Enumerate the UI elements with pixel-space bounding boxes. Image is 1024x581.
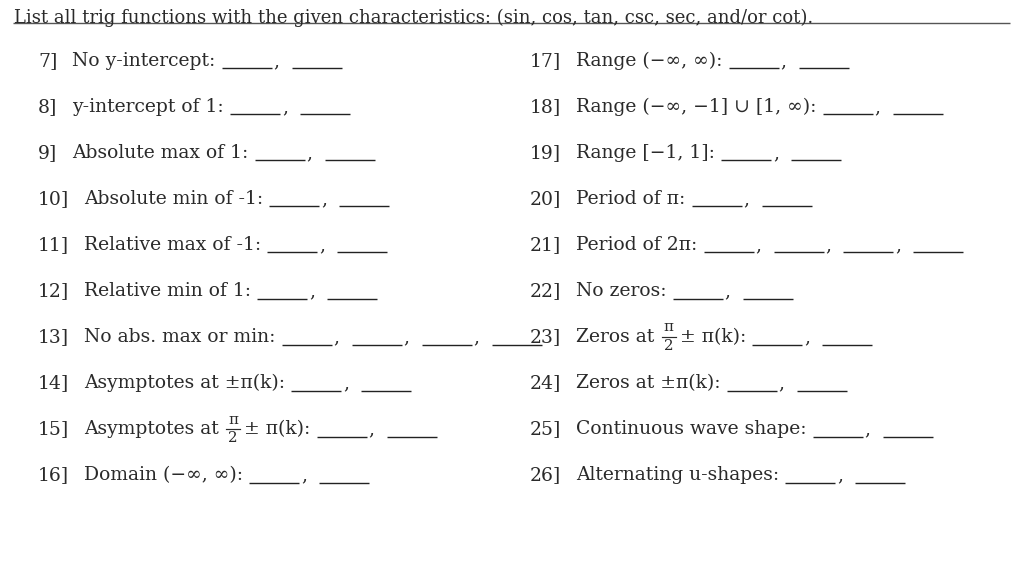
Text: ,: , xyxy=(403,328,410,346)
Text: ,: , xyxy=(780,52,786,70)
Text: Absolute min of -1:: Absolute min of -1: xyxy=(84,190,263,208)
Text: ,: , xyxy=(825,236,831,254)
Text: Absolute max of 1:: Absolute max of 1: xyxy=(73,144,249,162)
Text: π: π xyxy=(664,321,674,335)
Text: ,: , xyxy=(895,236,901,254)
Text: ± π(k):: ± π(k): xyxy=(680,328,746,346)
Text: 13]: 13] xyxy=(38,328,70,346)
Text: 7]: 7] xyxy=(38,52,57,70)
Text: 8]: 8] xyxy=(38,98,57,116)
Text: ,: , xyxy=(333,328,339,346)
Text: 18]: 18] xyxy=(530,98,561,116)
Text: 16]: 16] xyxy=(38,466,70,484)
Text: 20]: 20] xyxy=(530,190,561,208)
Text: ± π(k):: ± π(k): xyxy=(245,420,310,438)
Text: ,: , xyxy=(778,374,784,392)
Text: Asymptotes at: Asymptotes at xyxy=(84,420,225,438)
Text: 14]: 14] xyxy=(38,374,70,392)
Text: List all trig functions with the given characteristics: (sin, cos, tan, csc, sec: List all trig functions with the given c… xyxy=(14,8,813,27)
Text: 26]: 26] xyxy=(530,466,561,484)
Text: No y-intercept:: No y-intercept: xyxy=(73,52,216,70)
Text: ,: , xyxy=(322,190,328,208)
Text: ,: , xyxy=(756,236,761,254)
Text: ,: , xyxy=(473,328,479,346)
Text: ,: , xyxy=(874,98,881,116)
Text: Period of π:: Period of π: xyxy=(577,190,686,208)
Text: π: π xyxy=(228,413,239,426)
Text: 22]: 22] xyxy=(530,282,561,300)
Text: 11]: 11] xyxy=(38,236,70,254)
Text: 15]: 15] xyxy=(38,420,70,438)
Text: ,: , xyxy=(369,420,375,438)
Text: 10]: 10] xyxy=(38,190,70,208)
Text: Domain (−∞, ∞):: Domain (−∞, ∞): xyxy=(84,466,243,484)
Text: ,: , xyxy=(309,282,315,300)
Text: ,: , xyxy=(343,374,349,392)
Text: Range (−∞, ∞):: Range (−∞, ∞): xyxy=(577,52,723,70)
Text: 17]: 17] xyxy=(530,52,561,70)
Text: ,: , xyxy=(273,52,280,70)
Text: Asymptotes at ±π(k):: Asymptotes at ±π(k): xyxy=(84,374,286,392)
Text: ,: , xyxy=(282,98,288,116)
Text: Range [−1, 1]:: Range [−1, 1]: xyxy=(577,144,715,162)
Text: No abs. max or min:: No abs. max or min: xyxy=(84,328,275,346)
Text: 12]: 12] xyxy=(38,282,70,300)
Text: Alternating u-shapes:: Alternating u-shapes: xyxy=(577,466,779,484)
Text: 21]: 21] xyxy=(530,236,561,254)
Text: ,: , xyxy=(306,144,312,162)
Text: Relative min of 1:: Relative min of 1: xyxy=(84,282,251,300)
Text: ,: , xyxy=(838,466,843,484)
Text: Relative max of -1:: Relative max of -1: xyxy=(84,236,261,254)
Text: Period of 2π:: Period of 2π: xyxy=(577,236,697,254)
Text: 25]: 25] xyxy=(530,420,561,438)
Text: 24]: 24] xyxy=(530,374,561,392)
Text: ,: , xyxy=(319,236,325,254)
Text: ,: , xyxy=(301,466,307,484)
Text: Zeros at ±π(k):: Zeros at ±π(k): xyxy=(577,374,721,392)
Text: ,: , xyxy=(743,190,750,208)
Text: ,: , xyxy=(773,144,779,162)
Text: 19]: 19] xyxy=(530,144,561,162)
Text: ,: , xyxy=(804,328,810,346)
Text: 2: 2 xyxy=(664,339,674,353)
Text: ,: , xyxy=(864,420,870,438)
Text: 9]: 9] xyxy=(38,144,57,162)
Text: Zeros at: Zeros at xyxy=(577,328,660,346)
Text: No zeros:: No zeros: xyxy=(577,282,667,300)
Text: 23]: 23] xyxy=(530,328,561,346)
Text: 2: 2 xyxy=(228,432,238,446)
Text: Continuous wave shape:: Continuous wave shape: xyxy=(577,420,807,438)
Text: Range (−∞, −1] ∪ [1, ∞):: Range (−∞, −1] ∪ [1, ∞): xyxy=(577,98,816,116)
Text: ,: , xyxy=(725,282,731,300)
Text: y-intercept of 1:: y-intercept of 1: xyxy=(73,98,224,116)
